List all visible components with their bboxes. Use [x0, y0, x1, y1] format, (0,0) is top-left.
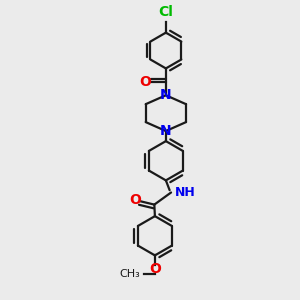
Text: CH₃: CH₃ — [119, 269, 140, 279]
Text: Cl: Cl — [158, 5, 173, 19]
Text: N: N — [160, 88, 172, 102]
Text: NH: NH — [175, 186, 195, 199]
Text: O: O — [149, 262, 161, 276]
Text: O: O — [140, 75, 152, 89]
Text: N: N — [160, 124, 172, 138]
Text: O: O — [129, 193, 141, 207]
